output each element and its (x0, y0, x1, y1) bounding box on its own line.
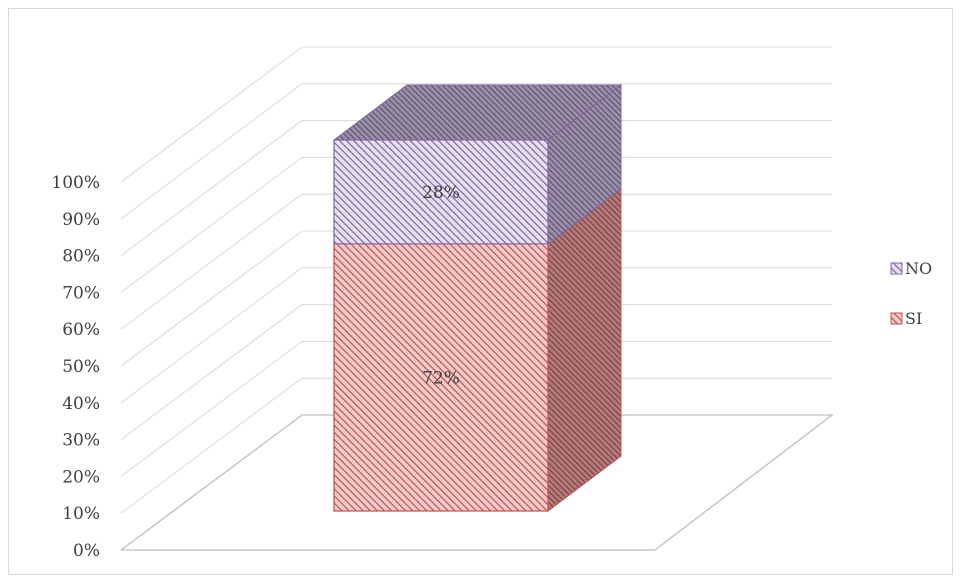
data-label-si: 72% (422, 368, 460, 388)
side-gridline (120, 83, 303, 220)
y-tick-label: 100% (51, 173, 100, 193)
legend: NO SI (890, 259, 932, 328)
y-tick-label: 0% (73, 541, 100, 561)
y-tick-label: 70% (62, 283, 100, 303)
bar-side-si (547, 187, 622, 513)
side-gridline (120, 46, 303, 183)
floor-outline (120, 414, 834, 551)
side-gridline (120, 230, 303, 367)
side-gridline (120, 120, 303, 257)
legend-label-no: NO (905, 259, 932, 278)
side-gridline (120, 267, 303, 404)
side-gridline (120, 193, 303, 330)
y-tick-label: 90% (62, 210, 100, 230)
y-tick-label: 10% (62, 504, 100, 524)
side-gridline (120, 340, 303, 477)
data-label-no: 28% (422, 183, 460, 203)
y-tick-label: 20% (62, 467, 100, 487)
y-tick-label: 60% (62, 320, 100, 340)
legend-label-si: SI (905, 309, 922, 328)
bar-si (333, 243, 549, 512)
side-gridline (120, 377, 303, 514)
bar-top-no (332, 84, 623, 141)
side-gridline (120, 304, 303, 441)
side-gridline (120, 156, 303, 293)
y-tick-label: 40% (62, 394, 100, 414)
bar-no (333, 139, 549, 245)
legend-swatch-no (890, 262, 903, 275)
y-tick-label: 50% (62, 357, 100, 377)
legend-swatch-si (890, 312, 903, 325)
y-tick-label: 30% (62, 431, 100, 451)
data-labels: 72% 28% (422, 183, 460, 389)
y-tick-label: 80% (62, 247, 100, 267)
bars (332, 83, 623, 513)
y-axis-ticks: 0% 10% 20% 30% 40% 50% 60% 70% 80% 90% 100% (51, 173, 100, 561)
